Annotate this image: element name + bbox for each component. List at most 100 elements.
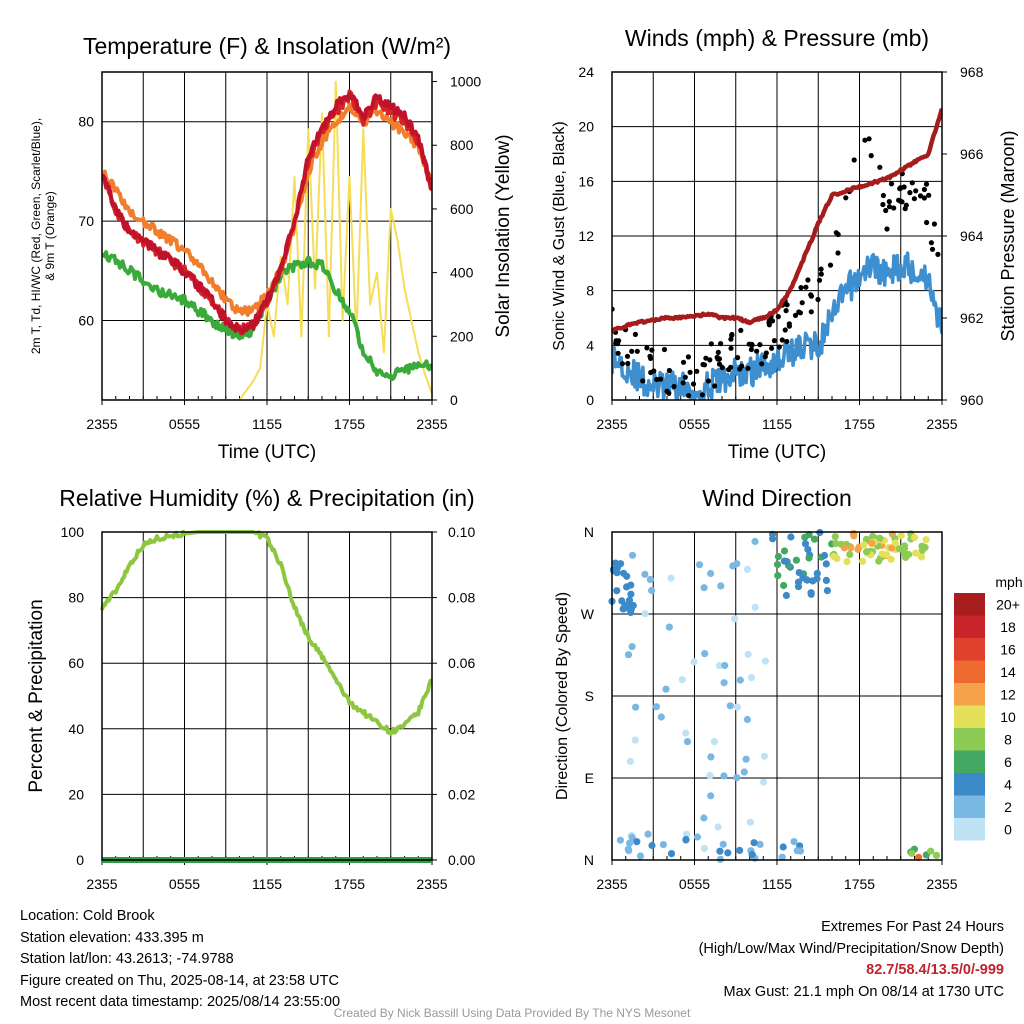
direction-point [619, 605, 627, 613]
gust-points [612, 136, 941, 399]
direction-point [714, 823, 722, 831]
extremes-title: Extremes For Past 24 Hours [821, 919, 1004, 935]
x-tick-label: 1755 [334, 416, 365, 432]
direction-point [667, 850, 676, 858]
gust-point [649, 347, 655, 353]
location-text: Location: Cold Brook [20, 908, 155, 924]
gust-point [671, 383, 677, 390]
direction-point [840, 544, 849, 552]
gust-point [703, 355, 709, 361]
gust-point [690, 381, 697, 387]
x-tick-label: 2355 [86, 416, 117, 432]
direction-point [922, 536, 930, 544]
direction-point [707, 753, 715, 761]
y2-tick-label: 200 [450, 328, 474, 344]
direction-point [875, 557, 883, 565]
gust-point [745, 365, 751, 371]
latlon-text: Station lat/lon: 43.2613; -74.9788 [20, 951, 234, 967]
created-text: Figure created on Thu, 2025-08-14, at 23… [20, 972, 339, 989]
gust-point [786, 321, 792, 327]
direction-point [779, 843, 787, 851]
y2-tick-label: 0.00 [448, 852, 475, 868]
gust-point [640, 378, 646, 384]
direction-point [623, 583, 631, 591]
gust-point [759, 361, 765, 367]
gust-point [776, 344, 782, 350]
gust-point [868, 153, 874, 159]
series-line-station-pressure [612, 108, 942, 334]
direction-point [794, 583, 803, 591]
direction-point [751, 537, 759, 546]
direction-point [761, 657, 770, 665]
y-tick-label: N [584, 852, 594, 868]
gust-point [805, 277, 811, 283]
direction-point [719, 840, 727, 848]
direction-point [665, 623, 674, 631]
gust-point [784, 338, 790, 345]
direction-point [876, 534, 884, 543]
gust-point [625, 360, 631, 367]
direction-point [760, 778, 768, 786]
gust-point [661, 346, 668, 353]
direction-point [813, 569, 821, 578]
gust-point [816, 277, 823, 283]
y2-tick-label: 600 [450, 201, 474, 217]
panel-title: Temperature (F) & Insolation (W/m²) [83, 33, 451, 59]
direction-point [869, 532, 877, 541]
gust-point [615, 350, 621, 356]
direction-point [809, 577, 817, 585]
y-tick-label: 60 [78, 312, 94, 328]
legend-swatch [954, 638, 985, 661]
direction-point [751, 603, 759, 611]
direction-point [801, 533, 809, 541]
gust-point [779, 337, 785, 343]
direction-point [627, 590, 635, 598]
x-tick-label: 1755 [844, 876, 875, 892]
gust-point [929, 246, 936, 252]
gust-point [769, 345, 775, 351]
y-tick-label: 20 [578, 119, 594, 135]
legend-swatch [954, 615, 985, 638]
direction-point [859, 557, 867, 565]
plot-border [101, 531, 433, 861]
direction-point [648, 841, 656, 850]
gust-point [708, 341, 714, 347]
gust-point [658, 376, 664, 382]
gust-point [726, 367, 732, 373]
x-tick-label: 1155 [762, 416, 792, 432]
direction-point [683, 830, 691, 838]
gust-point [748, 346, 755, 353]
direction-point [801, 540, 810, 548]
y-tick-label: 0 [586, 392, 594, 408]
gust-point [815, 296, 821, 303]
direction-point [740, 768, 748, 776]
legend-swatch [954, 728, 985, 751]
gust-point [686, 393, 692, 399]
direction-point [683, 738, 692, 746]
direction-point [667, 574, 675, 582]
legend-swatch [954, 705, 985, 728]
plot-border [611, 531, 943, 861]
direction-point [810, 535, 819, 543]
direction-point [716, 847, 724, 855]
y-tick-label: 70 [78, 213, 94, 229]
gust-point [911, 196, 918, 202]
y2-tick-label: 0.06 [448, 655, 475, 671]
y-tick-label: 40 [68, 721, 84, 737]
gust-point [921, 195, 928, 201]
gust-point [818, 266, 824, 272]
gust-point [923, 181, 930, 187]
gust-point [926, 192, 932, 198]
direction-point [799, 574, 807, 582]
gust-point [707, 357, 713, 363]
x-axis-label: Time (UTC) [728, 442, 827, 463]
extremes-info: Extremes For Past 24 Hours (High/Low/Max… [699, 917, 1004, 1003]
gust-point [682, 374, 688, 380]
direction-point [863, 548, 871, 556]
direction-point [652, 703, 661, 711]
gust-point [715, 349, 721, 355]
gust-point [808, 293, 815, 299]
legend-label: 10 [1000, 709, 1016, 725]
direction-point [628, 643, 636, 651]
